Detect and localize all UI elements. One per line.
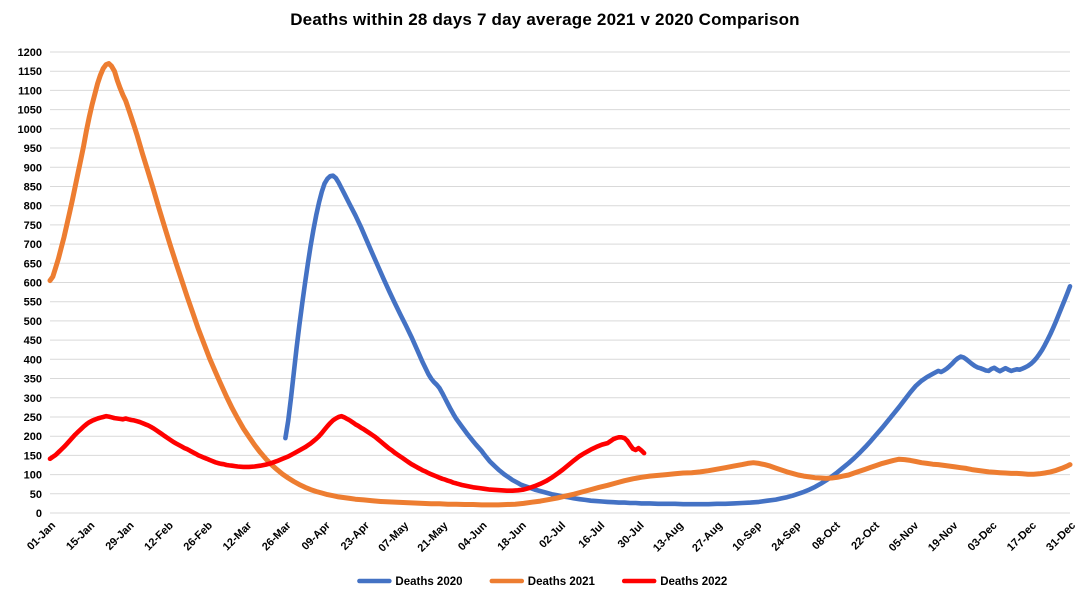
x-tick-label: 12-Feb — [142, 519, 176, 553]
y-tick-label: 400 — [24, 354, 42, 366]
x-tick-label: 15-Jan — [64, 519, 97, 552]
y-tick-label: 600 — [24, 278, 42, 290]
x-tick-label: 27-Aug — [690, 520, 725, 555]
y-tick-label: 950 — [24, 143, 42, 155]
y-tick-label: 0 — [36, 508, 42, 520]
y-tick-label: 50 — [30, 489, 42, 501]
y-tick-label: 350 — [24, 374, 42, 386]
x-tick-label: 30-Jul — [616, 520, 647, 551]
x-tick-label: 26-Mar — [260, 519, 294, 553]
x-tick-label: 16-Jul — [576, 520, 607, 551]
x-tick-label: 29-Jan — [103, 519, 136, 552]
legend-item-deaths-2022: Deaths 2022 — [621, 576, 727, 588]
x-tick-label: 07-May — [376, 519, 411, 554]
legend-label-deaths-2021: Deaths 2021 — [528, 576, 596, 588]
y-tick-label: 250 — [24, 412, 42, 424]
x-tick-label: 19-Nov — [926, 519, 961, 554]
x-tick-label: 21-May — [416, 519, 451, 554]
legend-item-deaths-2021: Deaths 2021 — [489, 576, 596, 588]
chart-title: Deaths within 28 days 7 day average 2021… — [290, 10, 800, 29]
x-tick-label: 04-Jun — [456, 519, 490, 553]
series-line-deaths-2022 — [47, 413, 647, 494]
y-tick-label: 1100 — [18, 85, 42, 97]
y-tick-label: 850 — [24, 182, 42, 194]
series-line-deaths-2020 — [283, 173, 1073, 507]
y-tick-label: 450 — [24, 335, 42, 347]
y-tick-label: 800 — [24, 201, 42, 213]
y-tick-label: 100 — [24, 470, 42, 482]
x-tick-label: 26-Feb — [181, 519, 215, 553]
x-tick-label: 12-Mar — [221, 519, 255, 553]
y-tick-label: 1150 — [18, 66, 42, 78]
x-tick-label: 24-Sep — [770, 519, 804, 553]
y-tick-label: 550 — [24, 297, 42, 309]
x-tick-label: 02-Jul — [537, 520, 568, 551]
legend-item-deaths-2020: Deaths 2020 — [357, 576, 463, 588]
x-tick-label: 17-Dec — [1005, 520, 1039, 554]
y-tick-label: 200 — [24, 431, 42, 443]
x-tick-label: 03-Dec — [966, 520, 1000, 554]
legend-label-deaths-2022: Deaths 2022 — [660, 576, 727, 588]
y-tick-label: 300 — [24, 393, 42, 405]
y-tick-label: 1200 — [18, 47, 42, 59]
x-tick-label: 05-Nov — [887, 519, 922, 554]
x-tick-label: 01-Jan — [25, 519, 58, 552]
y-tick-label: 700 — [24, 239, 42, 251]
x-tick-label: 18-Jun — [495, 519, 529, 553]
x-tick-label: 23-Apr — [339, 519, 373, 553]
x-tick-label: 22-Oct — [849, 519, 882, 552]
y-tick-label: 500 — [24, 316, 42, 328]
x-tick-label: 31-Dec — [1044, 520, 1078, 554]
series-line-deaths-2021 — [47, 61, 1073, 508]
y-tick-label: 900 — [24, 162, 42, 174]
legend-label-deaths-2020: Deaths 2020 — [395, 576, 462, 588]
y-tick-label: 1050 — [18, 105, 42, 117]
x-tick-label: 09-Apr — [300, 519, 334, 553]
x-tick-label: 08-Oct — [810, 519, 843, 552]
y-tick-label: 750 — [24, 220, 42, 232]
y-tick-label: 150 — [24, 450, 42, 462]
y-tick-label: 1000 — [18, 124, 42, 136]
y-tick-label: 650 — [24, 258, 42, 270]
x-tick-label: 10-Sep — [730, 519, 764, 553]
x-tick-label: 13-Aug — [651, 520, 686, 555]
